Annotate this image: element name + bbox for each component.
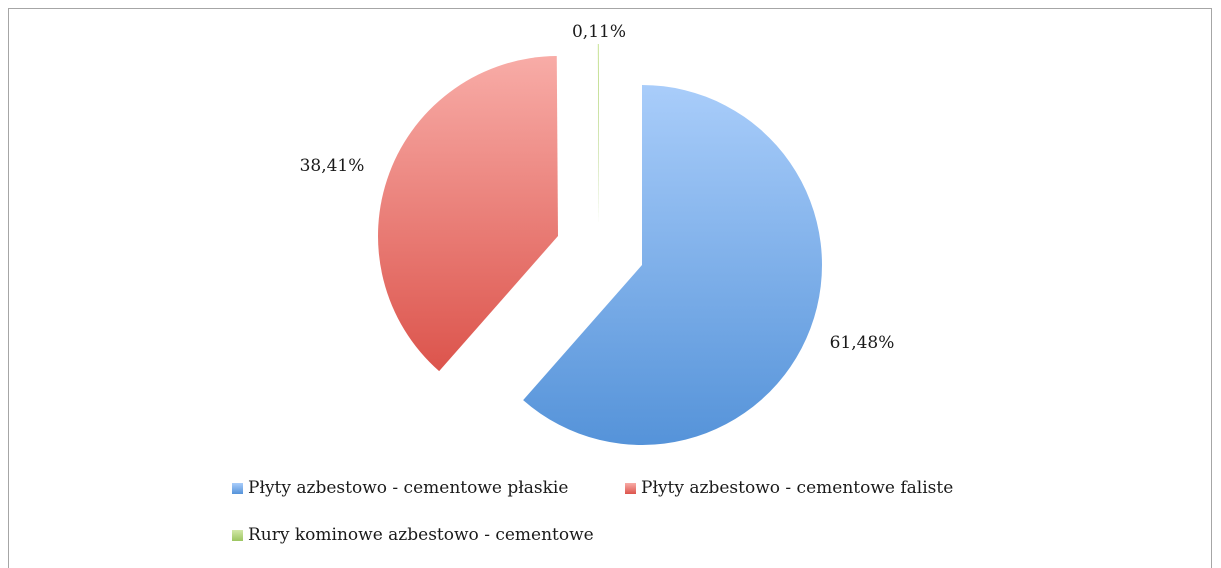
legend-swatch-blue [232,482,243,494]
data-label-corrugated: 38,41% [300,156,365,176]
legend-item-chimney: Rury kominowe azbestowo - cementowe [232,525,594,545]
legend-item-corrugated: Płyty azbestowo - cementowe faliste [625,478,953,498]
legend-label-flat: Płyty azbestowo - cementowe płaskie [248,478,569,498]
legend-label-chimney: Rury kominowe azbestowo - cementowe [248,525,594,545]
legend-swatch-green [232,529,243,541]
legend-label-corrugated: Płyty azbestowo - cementowe faliste [641,478,954,498]
pie-slice-chimney [597,44,599,224]
chart-frame [8,8,1212,568]
pie-slice-flat [523,85,822,445]
pie-slice-corrugated [378,56,558,372]
legend-item-flat: Płyty azbestowo - cementowe płaskie [232,478,568,498]
data-label-chimney: 0,11% [572,22,626,42]
data-label-flat: 61,48% [830,333,895,353]
legend-swatch-red [625,482,636,494]
